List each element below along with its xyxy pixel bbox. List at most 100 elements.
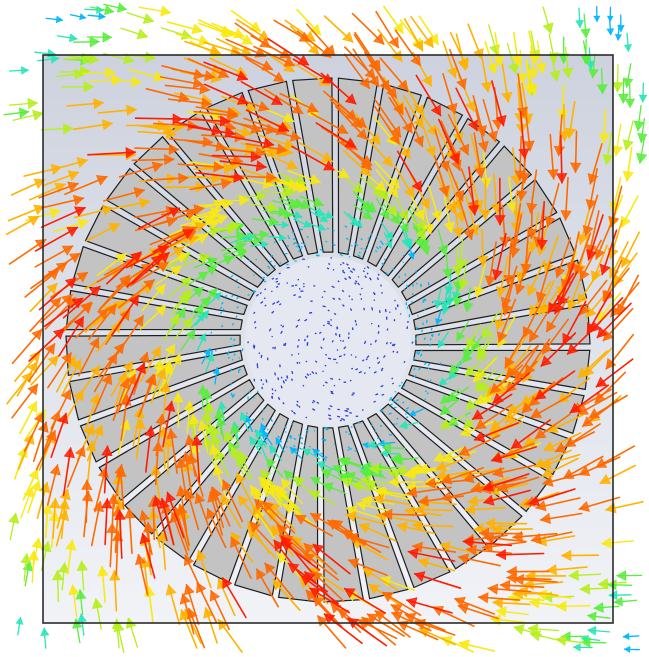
hub-vector	[385, 271, 388, 275]
velocity-arrow	[320, 160, 350, 179]
hub-vector	[429, 338, 432, 341]
velocity-arrow	[516, 155, 528, 202]
velocity-arrow	[596, 67, 608, 95]
velocity-arrow	[5, 215, 40, 236]
hub-vector	[314, 360, 318, 363]
hub-vector	[297, 318, 301, 322]
velocity-arrow	[201, 348, 211, 365]
velocity-arrow	[194, 492, 213, 536]
hub-vector	[355, 280, 358, 283]
hub-vector	[323, 438, 327, 441]
velocity-arrow	[355, 113, 381, 145]
velocity-arrow	[268, 445, 283, 462]
velocity-arrow	[419, 118, 437, 158]
velocity-arrow	[134, 418, 146, 460]
hub-vector	[329, 405, 333, 408]
velocity-arrow	[522, 297, 544, 338]
velocity-arrow	[359, 175, 384, 197]
hub-vector	[403, 360, 406, 364]
velocity-arrow	[211, 434, 223, 465]
velocity-arrow	[280, 478, 303, 505]
velocity-arrow	[46, 464, 61, 506]
velocity-arrow	[406, 597, 453, 614]
velocity-arrow	[623, 645, 640, 653]
hub-vector	[293, 437, 297, 441]
velocity-arrow	[72, 119, 113, 131]
hub-vector	[320, 346, 323, 350]
velocity-arrow	[272, 199, 300, 211]
velocity-arrow	[364, 480, 394, 494]
velocity-arrow	[514, 251, 532, 295]
velocity-arrow	[165, 584, 181, 626]
velocity-arrow	[237, 494, 262, 526]
hub-vector	[261, 417, 264, 421]
hub-vector	[318, 230, 322, 233]
velocity-arrow	[373, 160, 400, 189]
velocity-arrow	[253, 45, 296, 67]
velocity-arrow	[267, 37, 310, 66]
hub-vector	[358, 370, 363, 374]
velocity-arrow	[212, 366, 221, 385]
velocity-arrow	[180, 253, 211, 268]
hub-vector	[437, 332, 441, 337]
velocity-arrow	[299, 195, 324, 208]
hub-vector	[389, 403, 393, 406]
hub-vector	[247, 341, 250, 344]
hub-vector	[233, 353, 236, 356]
velocity-arrow	[514, 135, 526, 181]
hub-vector	[411, 341, 414, 344]
hub-vector	[324, 364, 327, 367]
velocity-arrow	[28, 182, 66, 201]
velocity-arrow	[175, 485, 188, 532]
velocity-arrow	[91, 597, 104, 630]
velocity-arrow	[411, 519, 454, 532]
velocity-arrow	[407, 548, 456, 562]
velocity-arrow	[19, 400, 38, 435]
hub-vector	[304, 375, 308, 379]
velocity-arrow	[454, 596, 496, 615]
hub-vector	[338, 297, 341, 301]
velocity-arrow	[442, 40, 458, 79]
hub-vector	[395, 399, 399, 402]
hub-vector	[406, 326, 409, 330]
velocity-arrow	[596, 302, 632, 339]
velocity-arrow	[617, 14, 625, 33]
hub-vector	[327, 320, 331, 323]
hub-vector	[363, 340, 367, 345]
hub-vector	[330, 318, 333, 321]
hub-vector	[339, 339, 342, 342]
hub-vector	[311, 370, 315, 375]
velocity-arrow	[403, 468, 438, 480]
hub-vector	[284, 431, 287, 434]
velocity-arrow	[126, 254, 163, 288]
hub-vector	[406, 284, 409, 288]
velocity-arrow	[273, 19, 311, 43]
hub-vector	[312, 399, 316, 403]
velocity-arrow	[500, 265, 518, 309]
velocity-arrow	[435, 455, 472, 472]
velocity-arrow	[73, 204, 114, 219]
velocity-arrow	[120, 27, 148, 40]
velocity-arrow	[42, 410, 61, 455]
fan-blade	[155, 403, 276, 563]
velocity-arrow	[3, 107, 30, 119]
hub-vector	[306, 373, 310, 377]
hub-vector	[259, 292, 262, 295]
velocity-arrow	[377, 28, 403, 62]
velocity-arrow	[249, 521, 280, 553]
hub-vector	[412, 283, 414, 287]
velocity-arrow	[354, 31, 381, 72]
hub-vector	[348, 276, 352, 280]
hub-vector	[263, 297, 266, 300]
hub-vector	[374, 339, 377, 343]
velocity-arrow	[162, 436, 174, 475]
velocity-arrow	[134, 113, 183, 125]
velocity-arrow	[437, 118, 460, 165]
hub-vector	[424, 398, 427, 401]
velocity-arrow	[343, 587, 386, 614]
velocity-arrow	[108, 75, 142, 88]
velocity-arrow	[484, 40, 498, 75]
velocity-arrow	[81, 67, 116, 79]
hub-vector	[424, 390, 427, 393]
hub-vector	[327, 309, 330, 312]
